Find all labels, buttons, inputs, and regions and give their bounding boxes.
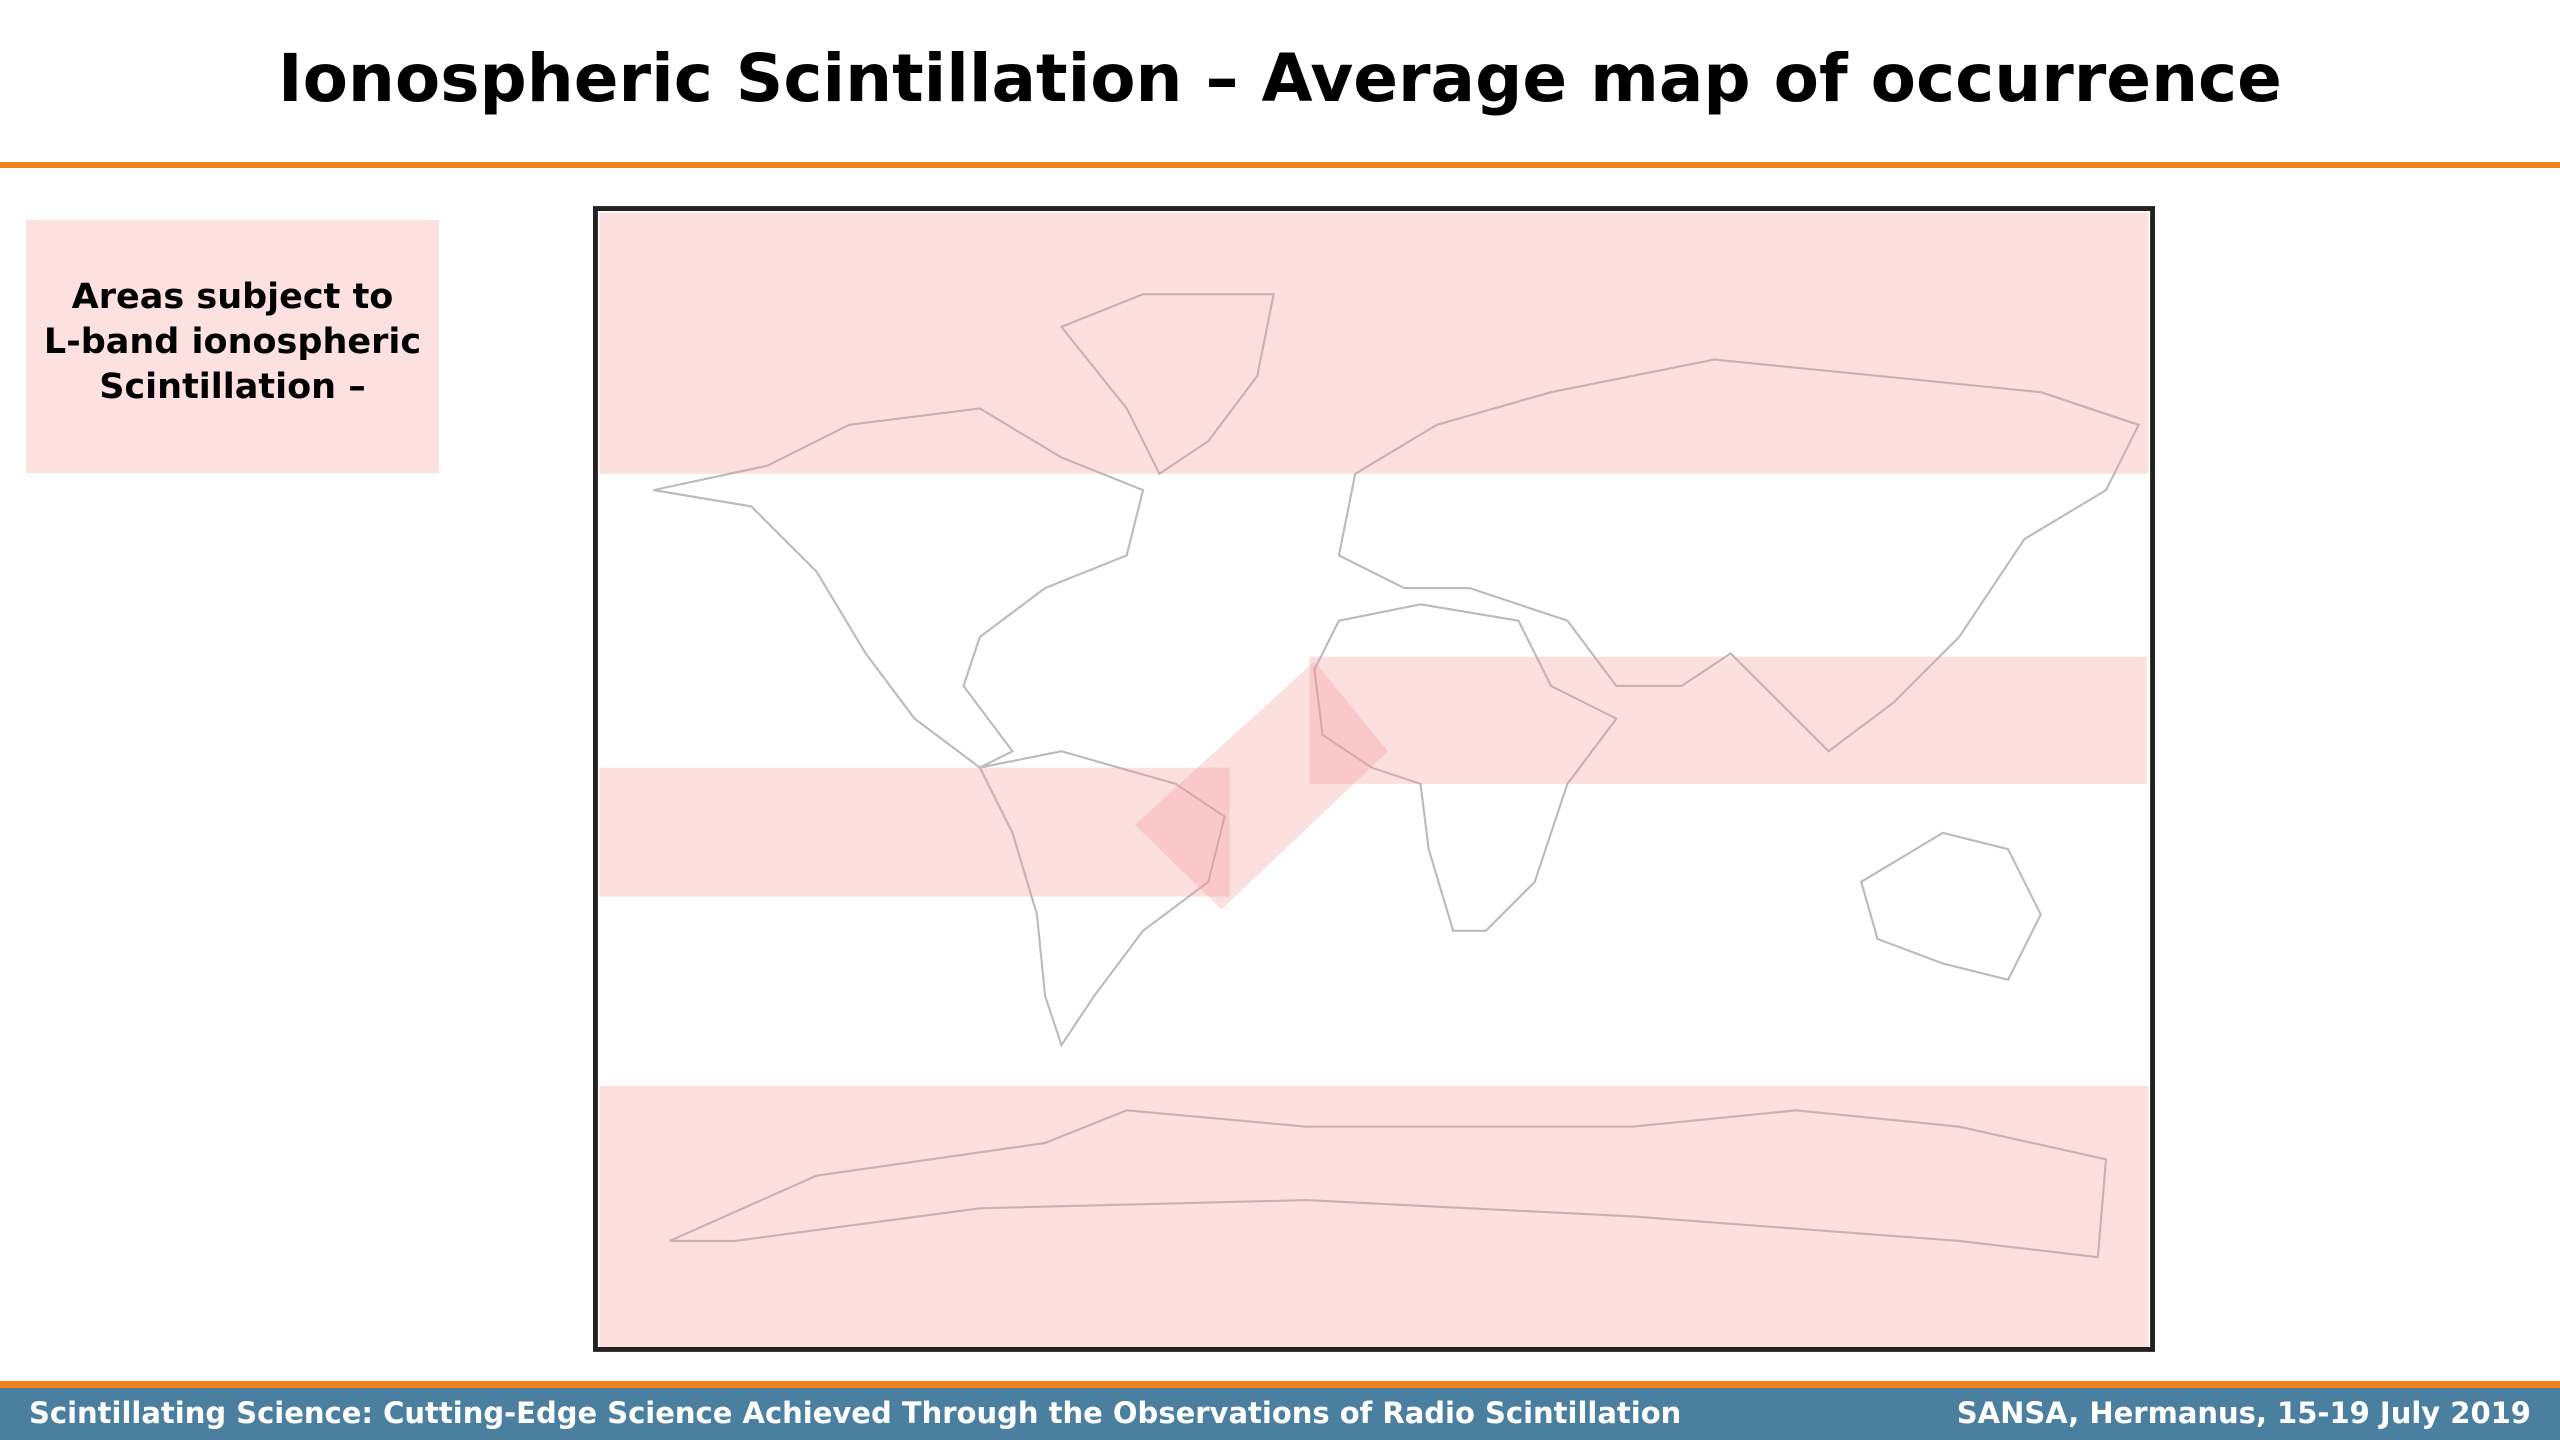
legend-line: L-band ionospheric <box>43 322 422 362</box>
footer-bar: Scintillating Science: Cutting-Edge Scie… <box>0 1388 2560 1440</box>
legend-line: Scintillation – <box>99 367 366 407</box>
footer-right: SANSA, Hermanus, 15-19 July 2019 <box>1956 1396 2531 1430</box>
scintillation-zones <box>599 212 2149 1347</box>
continents <box>653 293 2141 1259</box>
world-map <box>593 206 2155 1352</box>
map-frame <box>593 206 2155 1352</box>
legend-box: Areas subject to L-band ionospheric Scin… <box>26 220 439 473</box>
title-rule <box>0 162 2560 168</box>
footer-rule <box>0 1381 2560 1388</box>
legend-line: Areas subject to <box>71 277 394 317</box>
slide-title: Ionospheric Scintillation – Average map … <box>278 40 2282 117</box>
footer-left: Scintillating Science: Cutting-Edge Scie… <box>29 1396 1682 1430</box>
